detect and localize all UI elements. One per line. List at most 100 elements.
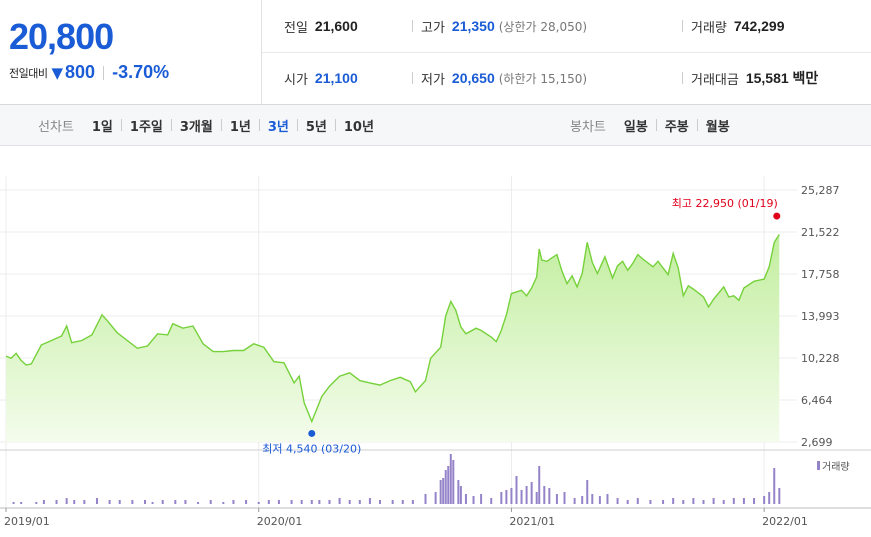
- quote-stats: 전일 21,600 고가 21,350 (상한가 28,050) 거래량 742…: [262, 0, 871, 104]
- divider: [296, 119, 298, 131]
- tab-10y[interactable]: 10년: [343, 119, 374, 135]
- divider: [682, 20, 683, 32]
- volume-bar: [184, 500, 187, 504]
- stats-row: 전일 21,600 고가 21,350 (상한가 28,050) 거래량 742…: [262, 0, 871, 53]
- chart-tabs: 선차트 1일 1주일 3개월 1년 3년 5년 10년 봉차트 일봉 주봉 월봉: [0, 105, 871, 146]
- volume-bar: [449, 454, 452, 504]
- volume-bar: [401, 500, 404, 504]
- volume-bar: [505, 490, 508, 504]
- candle-chart-tabs: 봉차트 일봉 주봉 월봉: [570, 105, 738, 145]
- volume-bar: [174, 500, 177, 504]
- volume-bar: [328, 500, 331, 504]
- price-area: [6, 234, 780, 442]
- tab-5y[interactable]: 5년: [305, 119, 327, 135]
- volume-bar: [300, 500, 303, 504]
- divider: [412, 72, 413, 84]
- volume-bar: [586, 480, 589, 504]
- volume-bar: [42, 500, 45, 504]
- stat-volume: 거래량 742,299: [682, 0, 785, 52]
- volume-bar: [598, 496, 601, 504]
- stat-label: 시가: [284, 72, 308, 88]
- volume-bar: [411, 500, 414, 504]
- volume-bar: [457, 480, 460, 504]
- y-tick-label: 25,287: [801, 184, 840, 197]
- volume-bar: [55, 500, 58, 504]
- volume-bar: [480, 494, 483, 504]
- x-tick-label: 2019/01: [4, 515, 50, 528]
- x-tick-label: 2020/01: [257, 515, 303, 528]
- volume-bar: [538, 466, 541, 504]
- quote-header: 20,800 전일대비 ▼ 800 -3.70% 전일 21,600 고가 21…: [0, 0, 871, 105]
- volume-bar: [535, 492, 538, 504]
- divider: [103, 65, 105, 80]
- volume-bar: [606, 494, 609, 504]
- tab-3m[interactable]: 3개월: [179, 119, 213, 135]
- divider: [170, 119, 172, 131]
- line-chart-heading: 선차트: [38, 119, 74, 135]
- stat-value: 21,350: [451, 18, 495, 34]
- tab-1w[interactable]: 1주일: [129, 119, 163, 135]
- tab-1d[interactable]: 1일: [91, 119, 113, 135]
- tab-3y[interactable]: 3년: [267, 119, 289, 135]
- volume-bar: [151, 502, 154, 504]
- stat-sub: (하한가 15,150): [498, 71, 588, 86]
- divider: [220, 119, 222, 131]
- volume-bar: [525, 486, 528, 504]
- y-tick-label: 17,758: [801, 268, 840, 281]
- divider: [682, 72, 683, 84]
- x-tick-label: 2021/01: [509, 515, 555, 528]
- tab-monthly[interactable]: 월봉: [705, 119, 730, 135]
- volume-bar: [232, 500, 235, 504]
- price-change: 전일대비 ▼ 800 -3.70%: [9, 62, 169, 83]
- volume-bar: [277, 500, 280, 504]
- price-chart: 25,287 21,522 17,758 13,993 10,228 6,464 2,699…: [0, 176, 871, 528]
- volume-bar: [444, 470, 447, 504]
- volume-bar: [131, 500, 134, 504]
- volume-bar: [358, 500, 361, 504]
- volume-bar: [338, 498, 341, 504]
- y-axis-labels: 25,287 21,522 17,758 13,993 10,228 6,464 2,699: [801, 184, 840, 449]
- volume-bar: [530, 482, 533, 504]
- stats-row: 시가 21,100 저가 20,650 (하한가 15,150) 거래대금 15…: [262, 52, 871, 104]
- volume-bar: [391, 500, 394, 504]
- volume-bar: [649, 500, 652, 504]
- high-marker-label: 최고 22,950 (01/19): [672, 197, 778, 210]
- change-label: 전일대비: [9, 66, 48, 80]
- divider: [334, 119, 336, 131]
- tab-weekly[interactable]: 주봉: [664, 119, 689, 135]
- stat-value: 20,650: [451, 70, 495, 86]
- stat-label: 고가: [421, 20, 445, 36]
- volume-bar: [773, 468, 776, 504]
- tab-daily[interactable]: 일봉: [623, 119, 648, 135]
- tab-1y[interactable]: 1년: [229, 119, 251, 135]
- volume-bar: [581, 496, 584, 504]
- divider: [120, 119, 122, 131]
- y-tick-label: 13,993: [801, 310, 840, 323]
- volume-bar: [500, 492, 503, 504]
- high-marker-dot: [773, 212, 781, 220]
- y-tick-label: 6,464: [801, 394, 833, 407]
- volume-bar: [459, 486, 462, 504]
- volume-bar: [636, 498, 639, 504]
- volume-legend-swatch: [817, 461, 820, 470]
- volume-bar: [712, 498, 715, 504]
- stat-value: 15,581 백만: [745, 70, 819, 86]
- stat-label: 거래량: [691, 20, 727, 36]
- divider: [696, 119, 698, 131]
- stat-sub: (상한가 28,050): [498, 19, 588, 34]
- volume-bar: [424, 494, 427, 504]
- stat-label: 거래대금: [691, 72, 739, 88]
- volume-bar: [763, 496, 766, 504]
- volume-bar: [464, 494, 467, 504]
- stat-high: 고가 21,350 (상한가 28,050): [412, 0, 587, 52]
- volume-bar: [35, 502, 38, 504]
- volume-bar: [95, 498, 98, 504]
- low-marker-dot: [308, 429, 316, 437]
- volume-bar: [290, 500, 293, 504]
- volume-bar: [543, 486, 546, 504]
- volume-bar: [563, 492, 566, 504]
- y-tick-label: 2,699: [801, 436, 833, 449]
- volume-bar: [452, 460, 455, 504]
- volume-bar: [753, 498, 756, 504]
- divider: [412, 20, 413, 32]
